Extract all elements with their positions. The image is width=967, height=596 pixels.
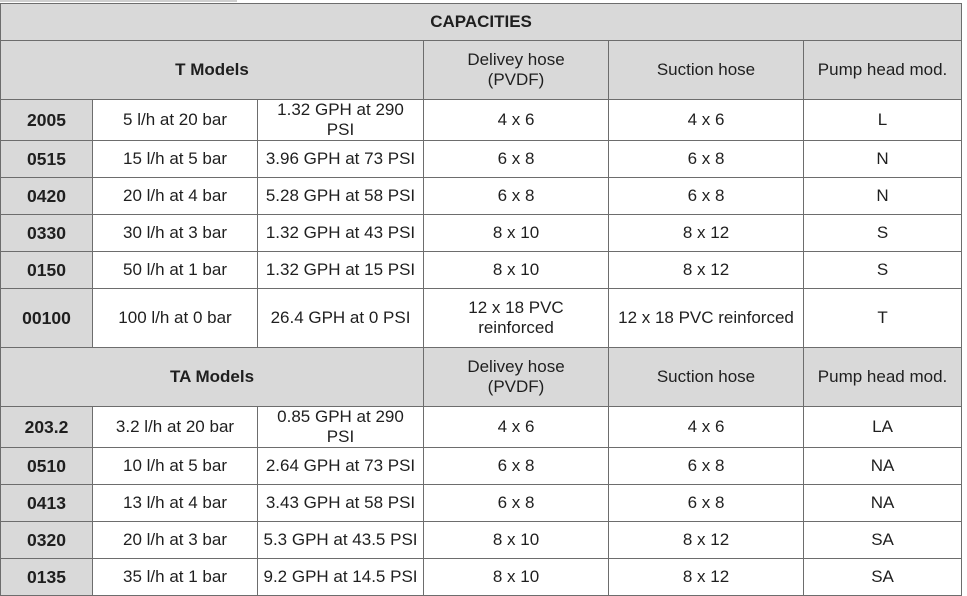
group-label: TA Models [0, 347, 424, 407]
capacity-gph-cell: 0.85 GPH at 290 PSI [257, 406, 424, 448]
suction-hose-cell: 8 x 12 [608, 521, 804, 559]
table-row: 0420 20 l/h at 4 bar 5.28 GPH at 58 PSI 6 x… [0, 177, 963, 215]
capacity-gph-cell: 2.64 GPH at 73 PSI [257, 447, 424, 485]
pump-head-cell: SA [802, 521, 963, 559]
capacity-lh-cell: 5 l/h at 20 bar [92, 99, 258, 141]
delivery-hose-cell: 8 x 10 [423, 558, 609, 596]
suction-hose-cell: 6 x 8 [608, 447, 804, 485]
capacities-table: CAPACITIES T Models Delivey hose (PVDF) Su… [0, 3, 963, 596]
capacity-lh-cell: 30 l/h at 3 bar [92, 214, 258, 252]
pump-head-cell: L [802, 99, 963, 141]
capacity-gph-cell: 5.3 GPH at 43.5 PSI [257, 521, 424, 559]
delivery-hose-cell: 6 x 8 [423, 447, 609, 485]
delivery-hose-header: Delivey hose (PVDF) [423, 40, 609, 100]
suction-hose-cell: 4 x 6 [608, 406, 804, 448]
capacity-gph-cell: 1.32 GPH at 43 PSI [257, 214, 424, 252]
table-row: 0320 20 l/h at 3 bar 5.3 GPH at 43.5 PSI 8 … [0, 521, 963, 559]
table-row: 0510 10 l/h at 5 bar 2.64 GPH at 73 PSI 6 x… [0, 447, 963, 485]
suction-hose-header: Suction hose [608, 347, 804, 407]
delivery-hose-cell: 8 x 10 [423, 521, 609, 559]
capacity-lh-cell: 3.2 l/h at 20 bar [92, 406, 258, 448]
capacity-gph-cell: 26.4 GPH at 0 PSI [257, 288, 424, 348]
group-header-row: TA Models Delivey hose (PVDF) Suction hose… [0, 347, 963, 407]
title-row: CAPACITIES [0, 3, 963, 41]
model-cell: 0420 [0, 177, 93, 215]
delivery-hose-cell: 8 x 10 [423, 251, 609, 289]
suction-hose-cell: 6 x 8 [608, 484, 804, 522]
capacity-lh-cell: 10 l/h at 5 bar [92, 447, 258, 485]
pump-head-cell: S [802, 251, 963, 289]
model-cell: 0135 [0, 558, 93, 596]
model-cell: 0330 [0, 214, 93, 252]
pump-head-header: Pump head mod. [802, 347, 963, 407]
pump-head-cell: S [802, 214, 963, 252]
suction-hose-cell: 8 x 12 [608, 558, 804, 596]
model-cell: 0320 [0, 521, 93, 559]
pump-head-cell: LA [802, 406, 963, 448]
model-cell: 2005 [0, 99, 93, 141]
suction-hose-cell: 4 x 6 [608, 99, 804, 141]
delivery-hose-cell: 6 x 8 [423, 177, 609, 215]
capacity-lh-cell: 13 l/h at 4 bar [92, 484, 258, 522]
model-cell: 0413 [0, 484, 93, 522]
suction-hose-cell: 8 x 12 [608, 214, 804, 252]
pump-head-header: Pump head mod. [802, 40, 963, 100]
pump-head-cell: SA [802, 558, 963, 596]
table-row: 0330 30 l/h at 3 bar 1.32 GPH at 43 PSI 8 x… [0, 214, 963, 252]
delivery-hose-cell: 4 x 6 [423, 99, 609, 141]
delivery-hose-cell: 12 x 18 PVC reinforced [423, 288, 609, 348]
capacity-gph-cell: 9.2 GPH at 14.5 PSI [257, 558, 424, 596]
capacity-gph-cell: 1.32 GPH at 15 PSI [257, 251, 424, 289]
capacity-lh-cell: 20 l/h at 4 bar [92, 177, 258, 215]
capacity-gph-cell: 1.32 GPH at 290 PSI [257, 99, 424, 141]
suction-hose-cell: 6 x 8 [608, 140, 804, 178]
model-cell: 00100 [0, 288, 93, 348]
suction-hose-cell: 8 x 12 [608, 251, 804, 289]
pump-head-cell: N [802, 177, 963, 215]
pump-head-cell: T [802, 288, 963, 348]
model-cell: 0515 [0, 140, 93, 178]
capacity-lh-cell: 20 l/h at 3 bar [92, 521, 258, 559]
suction-hose-cell: 6 x 8 [608, 177, 804, 215]
pump-head-cell: N [802, 140, 963, 178]
capacity-lh-cell: 100 l/h at 0 bar [92, 288, 258, 348]
group-header-row: T Models Delivey hose (PVDF) Suction hose P… [0, 40, 963, 100]
pump-head-cell: NA [802, 484, 963, 522]
model-cell: 0150 [0, 251, 93, 289]
table-row: 2005 5 l/h at 20 bar 1.32 GPH at 290 PSI 4 … [0, 99, 963, 141]
capacity-lh-cell: 50 l/h at 1 bar [92, 251, 258, 289]
delivery-hose-cell: 8 x 10 [423, 214, 609, 252]
capacity-lh-cell: 15 l/h at 5 bar [92, 140, 258, 178]
delivery-hose-header: Delivey hose (PVDF) [423, 347, 609, 407]
model-cell: 203.2 [0, 406, 93, 448]
capacity-lh-cell: 35 l/h at 1 bar [92, 558, 258, 596]
pump-head-cell: NA [802, 447, 963, 485]
table-row: 00100 100 l/h at 0 bar 26.4 GPH at 0 PSI 12… [0, 288, 963, 348]
capacity-gph-cell: 3.43 GPH at 58 PSI [257, 484, 424, 522]
suction-hose-cell: 12 x 18 PVC reinforced [608, 288, 804, 348]
table-row: 0150 50 l/h at 1 bar 1.32 GPH at 15 PSI 8 x… [0, 251, 963, 289]
table-row: 203.2 3.2 l/h at 20 bar 0.85 GPH at 290 PS… [0, 406, 963, 448]
capacity-gph-cell: 5.28 GPH at 58 PSI [257, 177, 424, 215]
table-row: 0135 35 l/h at 1 bar 9.2 GPH at 14.5 PSI 8 … [0, 558, 963, 596]
group-label: T Models [0, 40, 424, 100]
table-row: 0413 13 l/h at 4 bar 3.43 GPH at 58 PSI 6 x… [0, 484, 963, 522]
table-title: CAPACITIES [0, 3, 963, 41]
model-cell: 0510 [0, 447, 93, 485]
capacity-gph-cell: 3.96 GPH at 73 PSI [257, 140, 424, 178]
delivery-hose-cell: 6 x 8 [423, 484, 609, 522]
suction-hose-header: Suction hose [608, 40, 804, 100]
top-rule [0, 0, 237, 2]
table-row: 0515 15 l/h at 5 bar 3.96 GPH at 73 PSI 6 x… [0, 140, 963, 178]
delivery-hose-cell: 4 x 6 [423, 406, 609, 448]
delivery-hose-cell: 6 x 8 [423, 140, 609, 178]
